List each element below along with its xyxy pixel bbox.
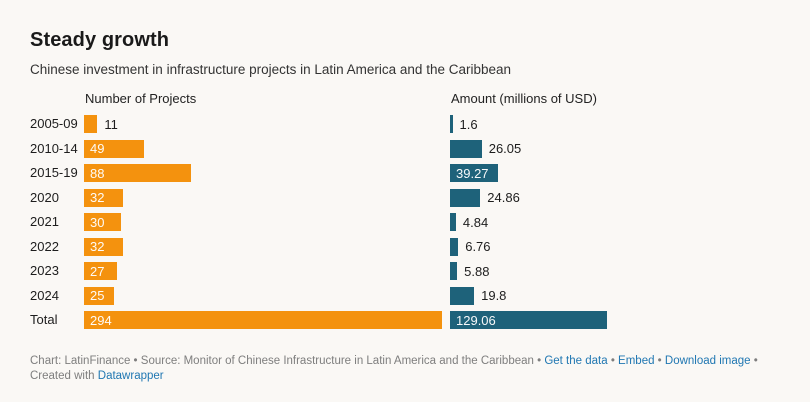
projects-bar: 294	[84, 311, 442, 330]
column-headers: Number of Projects Amount (millions of U…	[30, 91, 780, 108]
amount-bar	[450, 262, 458, 281]
footer-separator: •	[533, 354, 545, 367]
datawrapper-link[interactable]: Datawrapper	[97, 370, 164, 382]
amount-bar-cell: 39.27	[450, 164, 780, 183]
projects-bar: 32	[84, 188, 123, 207]
chart-row: 2005-09 11 1.6	[30, 112, 780, 137]
projects-bar-cell: 49	[84, 139, 450, 158]
embed-link[interactable]: Embed	[618, 354, 655, 367]
projects-bar: 49	[84, 139, 144, 158]
footer-separator: •	[607, 354, 619, 367]
row-label: 2024	[30, 287, 59, 303]
bar-value-label: 6.76	[465, 239, 491, 255]
projects-bar-cell: 88	[84, 164, 450, 183]
row-label: Total	[30, 312, 58, 328]
chart-row: 2022 32 6.76	[30, 235, 780, 260]
projects-bar: 30	[84, 213, 121, 232]
get-the-data-link[interactable]: Get the data	[544, 354, 608, 367]
projects-bar-cell: 294	[84, 311, 450, 330]
bar-value-label: 19.8	[481, 288, 507, 304]
column-header-amount: Amount (millions of USD)	[451, 91, 597, 106]
row-label: 2023	[30, 263, 59, 279]
amount-bar: 129.06	[450, 311, 608, 330]
amount-bar	[450, 237, 459, 256]
footer-separator: •	[654, 354, 665, 367]
projects-bar: 27	[84, 262, 117, 281]
projects-bar: 88	[84, 164, 192, 183]
amount-bar-cell: 5.88	[450, 262, 780, 281]
chart-row: Total 294 129.06	[30, 308, 780, 333]
footer-separator: •	[750, 354, 761, 367]
bar-value-label: 25	[90, 288, 105, 304]
chart-subtitle: Chinese investment in infrastructure pro…	[30, 62, 512, 77]
bar-value-label: 49	[90, 141, 105, 157]
chart-row: 2023 27 5.88	[30, 259, 780, 284]
bar-value-label: 39.27	[456, 165, 489, 181]
amount-bar	[450, 188, 481, 207]
bar-value-label: 24.86	[487, 190, 520, 206]
amount-bar	[450, 213, 456, 232]
bar-value-label: 32	[90, 190, 105, 206]
chart-page: Steady growth Chinese investment in infr…	[30, 29, 782, 385]
column-header-projects: Number of Projects	[85, 91, 197, 106]
chart-row: 2015-19 88 39.27	[30, 161, 780, 186]
row-label: 2015-19	[30, 165, 78, 181]
footer-credit: Chart: LatinFinance • Source: Monitor of…	[30, 354, 534, 367]
projects-bar-cell: 32	[84, 237, 450, 256]
row-label: 2010-14	[30, 140, 78, 156]
amount-bar-cell: 6.76	[450, 237, 780, 256]
amount-bar: 39.27	[450, 164, 498, 183]
amount-bar	[450, 139, 482, 158]
amount-bar-cell: 24.86	[450, 188, 780, 207]
bar-value-label: 30	[90, 214, 105, 230]
row-label-column-spacer	[30, 91, 84, 108]
bar-value-label: 294	[90, 312, 112, 328]
row-label: 2021	[30, 214, 59, 230]
chart-row: 2021 30 4.84	[30, 210, 780, 235]
row-label: 2020	[30, 189, 59, 205]
projects-bar	[84, 115, 98, 134]
bar-value-label: 11	[104, 116, 118, 132]
projects-bar-cell: 32	[84, 188, 450, 207]
amount-bar-cell: 26.05	[450, 139, 780, 158]
projects-bar: 32	[84, 237, 123, 256]
chart-row: 2010-14 49 26.05	[30, 137, 780, 162]
amount-bar-cell: 4.84	[450, 213, 780, 232]
projects-bar-cell: 27	[84, 262, 450, 281]
created-with-label: Created with	[30, 370, 98, 382]
projects-bar-cell: 25	[84, 286, 450, 305]
projects-bar-cell: 30	[84, 213, 450, 232]
projects-bar: 25	[84, 286, 115, 305]
projects-bar-cell: 11	[84, 115, 450, 134]
amount-bar-cell: 129.06	[450, 311, 780, 330]
bar-value-label: 32	[90, 239, 105, 255]
bar-value-label: 27	[90, 263, 105, 279]
bar-value-label: 5.88	[464, 263, 490, 279]
chart-row: 2020 32 24.86	[30, 186, 780, 211]
chart-footer: Chart: LatinFinance • Source: Monitor of…	[30, 354, 782, 385]
chart-row: 2024 25 19.8	[30, 284, 780, 309]
amount-bar-cell: 19.8	[450, 286, 780, 305]
bar-value-label: 4.84	[462, 214, 489, 230]
bar-value-label: 88	[90, 165, 105, 181]
bar-value-label: 26.05	[488, 141, 522, 157]
amount-bar-cell: 1.6	[450, 115, 780, 134]
bar-value-label: 129.06	[456, 312, 496, 328]
bar-value-label: 1.6	[459, 116, 478, 132]
amount-bar	[450, 115, 453, 134]
chart-rows: 2005-09 11 1.6 2010-14 49 26.05	[30, 112, 780, 333]
chart-title: Steady growth	[30, 29, 170, 51]
download-image-link[interactable]: Download image	[664, 354, 751, 367]
row-label: 2022	[30, 238, 59, 254]
amount-bar	[450, 286, 475, 305]
row-label: 2005-09	[30, 116, 78, 132]
bar-table-chart: Number of Projects Amount (millions of U…	[30, 91, 780, 333]
